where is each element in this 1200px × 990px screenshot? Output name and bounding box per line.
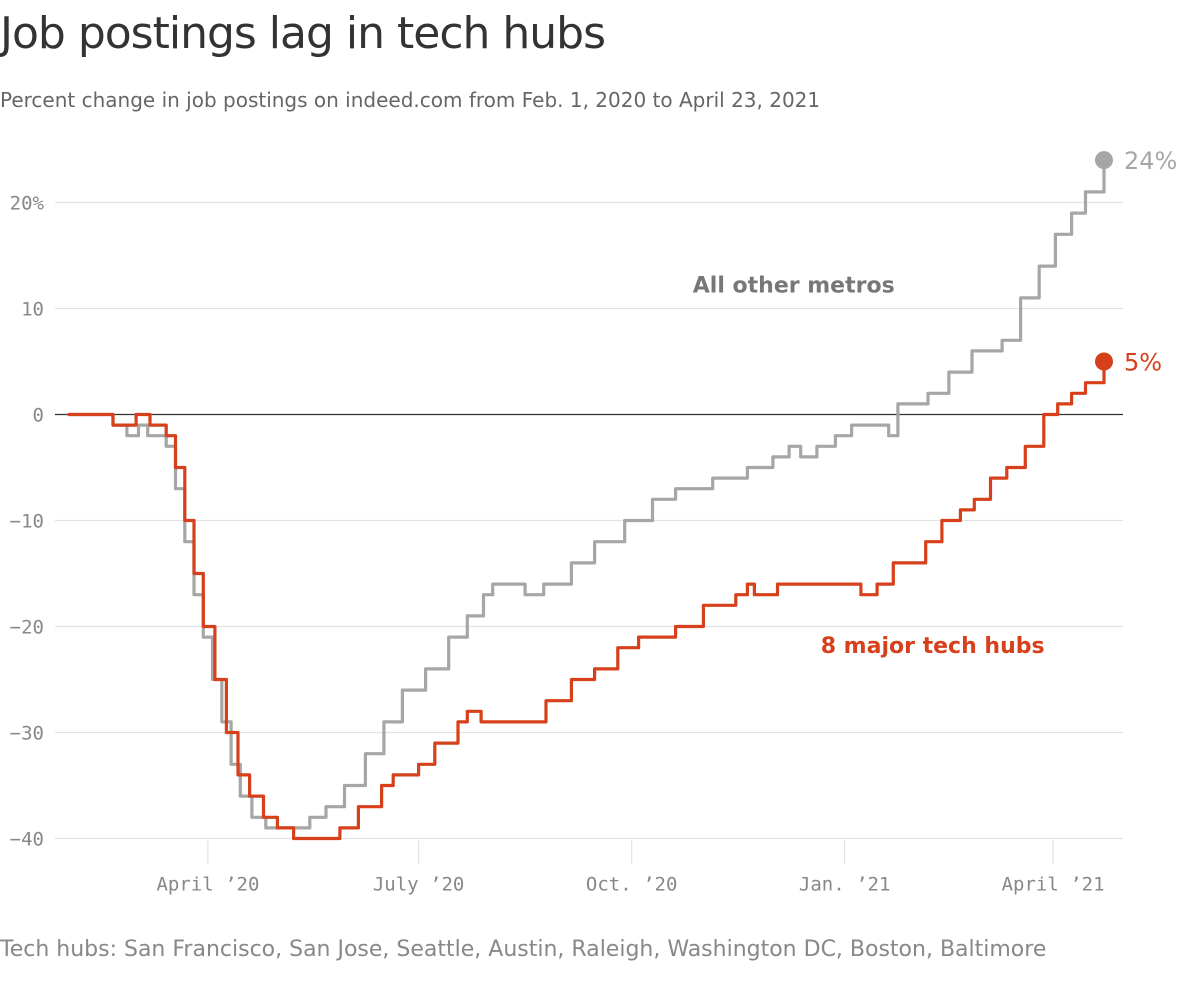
y-tick-label: −30 [10,723,44,745]
y-tick-label: −20 [10,617,44,639]
y-tick-label: −10 [10,511,44,533]
series-name-tech-hubs: 8 major tech hubs [821,634,1045,659]
end-label-tech-hubs: 5% [1124,349,1162,377]
y-tick-label: 20% [10,193,45,215]
series-line-tech-hubs [67,359,1106,841]
chart-footnote: Tech hubs: San Francisco, San Jose, Seat… [0,937,1047,962]
x-tick-label: Oct. ’20 [586,874,678,896]
x-tick-label: April ’21 [1002,874,1105,896]
x-tick-label: Jan. ’21 [799,874,891,896]
y-tick-label: 0 [33,405,44,427]
end-label-other-metros: 24% [1124,147,1177,175]
x-tick-label: July ’20 [373,874,465,896]
axis-layer: 20% 10 0 −10 −20 −30 −40 April ’20 July ’20 Oct. … [10,193,1105,896]
end-dot-other-metros [1095,151,1113,170]
end-dot-tech-hubs [1095,352,1113,371]
series-name-other-metros: All other metros [693,274,895,299]
y-tick-label: 10 [21,299,44,321]
chart-subtitle: Percent change in job postings on indeed… [0,88,821,112]
chart-title: Job postings lag in tech hubs [0,8,606,59]
series-line-other-metros [67,158,1106,830]
label-layer: 24% 5% All other metros 8 major tech hubs [693,147,1178,659]
x-tick-label: April ’20 [156,874,259,896]
grid-layer [55,201,1123,840]
line-chart: 20% 10 0 −10 −20 −30 −40 April ’20 July ’20 Oct. … [10,147,1178,896]
y-tick-label: −40 [10,829,44,851]
series-layer [67,151,1113,841]
